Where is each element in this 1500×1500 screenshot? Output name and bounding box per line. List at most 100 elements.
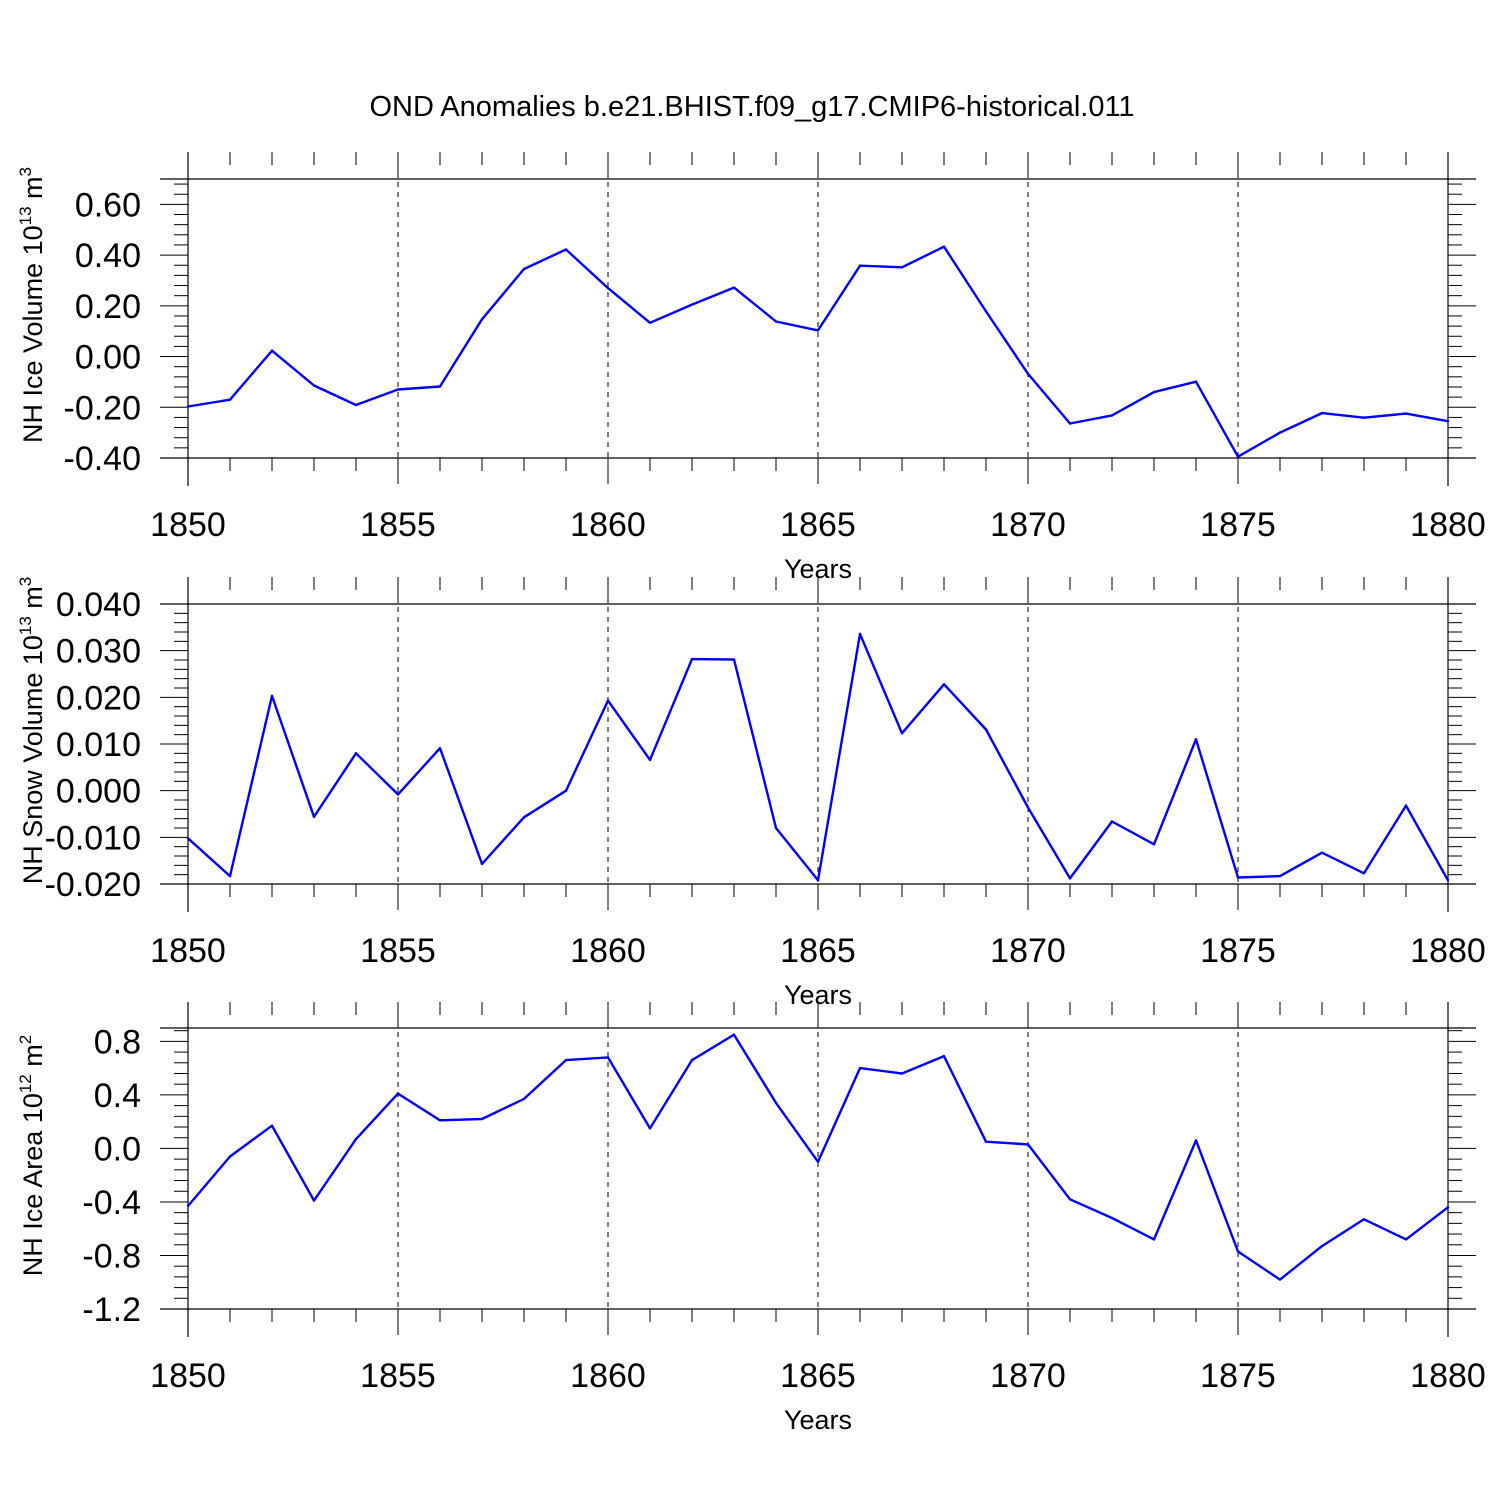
panel-ice-volume: -0.40 -0.20 0.00 0.20 0.40 0.60 1850 1855 1860 18… [16,152,1486,584]
y-tick-label: 0.40 [75,237,141,275]
data-point [1362,416,1366,419]
data-point [1068,877,1072,880]
data-point [1110,820,1114,823]
data-point [1152,843,1156,846]
data-point [354,1137,358,1141]
data-point [774,320,778,323]
data-point [900,266,904,269]
data-point [312,384,316,387]
data-point [648,1127,652,1130]
y-axis-label: NH Ice Area 1012 m2 [16,1035,48,1276]
data-point [648,321,652,325]
data-point [564,789,568,792]
data-point [228,1155,232,1158]
x-tick-label: 1870 [990,932,1066,970]
data-point [1278,431,1282,434]
y-axis-label-unit-exponent: 3 [16,167,35,176]
y-axis-label-unit: m [18,1044,48,1074]
data-point [900,1072,904,1075]
x-tick-label: 1870 [990,1357,1066,1395]
panel-snow-volume: -0.020 -0.010 0.000 0.010 0.020 0.030 0.040 185… [16,577,1486,1010]
data-point [354,752,358,755]
data-point [1320,851,1324,854]
data-point [816,1160,820,1164]
data-point [228,874,232,878]
data-point [1026,806,1030,809]
data-point [648,758,652,762]
y-axis-label-unit: m [18,176,48,206]
y-axis-label-unit: m [18,586,48,616]
data-point [984,310,988,313]
data-point [606,699,610,702]
data-point [690,1058,694,1062]
data-point [858,264,862,267]
data-point [1362,872,1366,875]
data-point [942,683,946,686]
data-point [606,1056,610,1059]
data-point [396,793,400,796]
data-point [942,1054,946,1058]
y-tick-label: 0.020 [56,679,141,717]
y-tick-label: 0.00 [75,339,141,377]
y-tick-label: 0.0 [94,1130,141,1168]
data-point [438,1119,442,1122]
data-point [606,286,610,290]
x-tick-label: 1870 [990,506,1066,544]
data-point [1446,1206,1450,1209]
data-point [312,815,316,818]
y-axis-label-unit-exponent: 2 [16,1035,35,1044]
data-point [354,403,358,407]
x-tick-label: 1855 [360,932,436,970]
y-tick-label: -0.40 [64,440,142,478]
y-axis-label-exponent: 12 [16,1074,35,1093]
data-point [1320,1244,1324,1248]
y-axis-label-main: NH Ice Volume 10 [18,225,48,443]
x-tick-label: 1865 [780,1357,856,1395]
data-point [270,1124,274,1127]
x-tick-label: 1880 [1410,1357,1486,1395]
data-point [270,694,274,698]
data-point [732,658,736,661]
y-axis-label: NH Ice Volume 1013 m3 [16,167,48,443]
data-point [732,1033,736,1036]
data-point [1278,874,1282,878]
data-point [438,385,442,388]
data-point [396,388,400,391]
data-point [312,1199,316,1202]
data-point [774,1101,778,1105]
x-tick-label: 1860 [570,1357,646,1395]
data-point [1404,1238,1408,1241]
data-point [1152,390,1156,394]
y-axis-label-unit-exponent: 3 [16,577,35,586]
data-point [1110,414,1114,417]
data-point [1404,412,1408,415]
data-point [690,303,694,306]
y-tick-label: -0.020 [45,866,141,904]
data-point [1068,1198,1072,1201]
data-point [1152,1238,1156,1241]
data-point [1026,1143,1030,1146]
x-tick-label: 1860 [570,932,646,970]
y-tick-label: 0.20 [75,288,141,326]
x-axis-label: Years [784,1405,852,1435]
y-axis-label-main: NH Ice Area 10 [18,1093,48,1276]
x-tick-label: 1865 [780,506,856,544]
y-tick-label: 0.4 [94,1077,141,1115]
data-point [1068,422,1072,425]
data-point [1236,455,1240,458]
x-tick-label: 1880 [1410,932,1486,970]
data-point [984,728,988,731]
data-point [270,349,274,352]
data-point [480,1117,484,1121]
data-point [900,732,904,735]
data-point [396,1092,400,1095]
y-tick-label: -0.4 [82,1184,141,1222]
y-tick-label: 0.010 [56,726,141,764]
data-point [942,245,946,248]
x-tick-label: 1865 [780,932,856,970]
y-tick-label: 0.030 [56,633,141,671]
data-point [564,1058,568,1062]
data-point [1194,380,1198,383]
data-point [690,657,694,661]
